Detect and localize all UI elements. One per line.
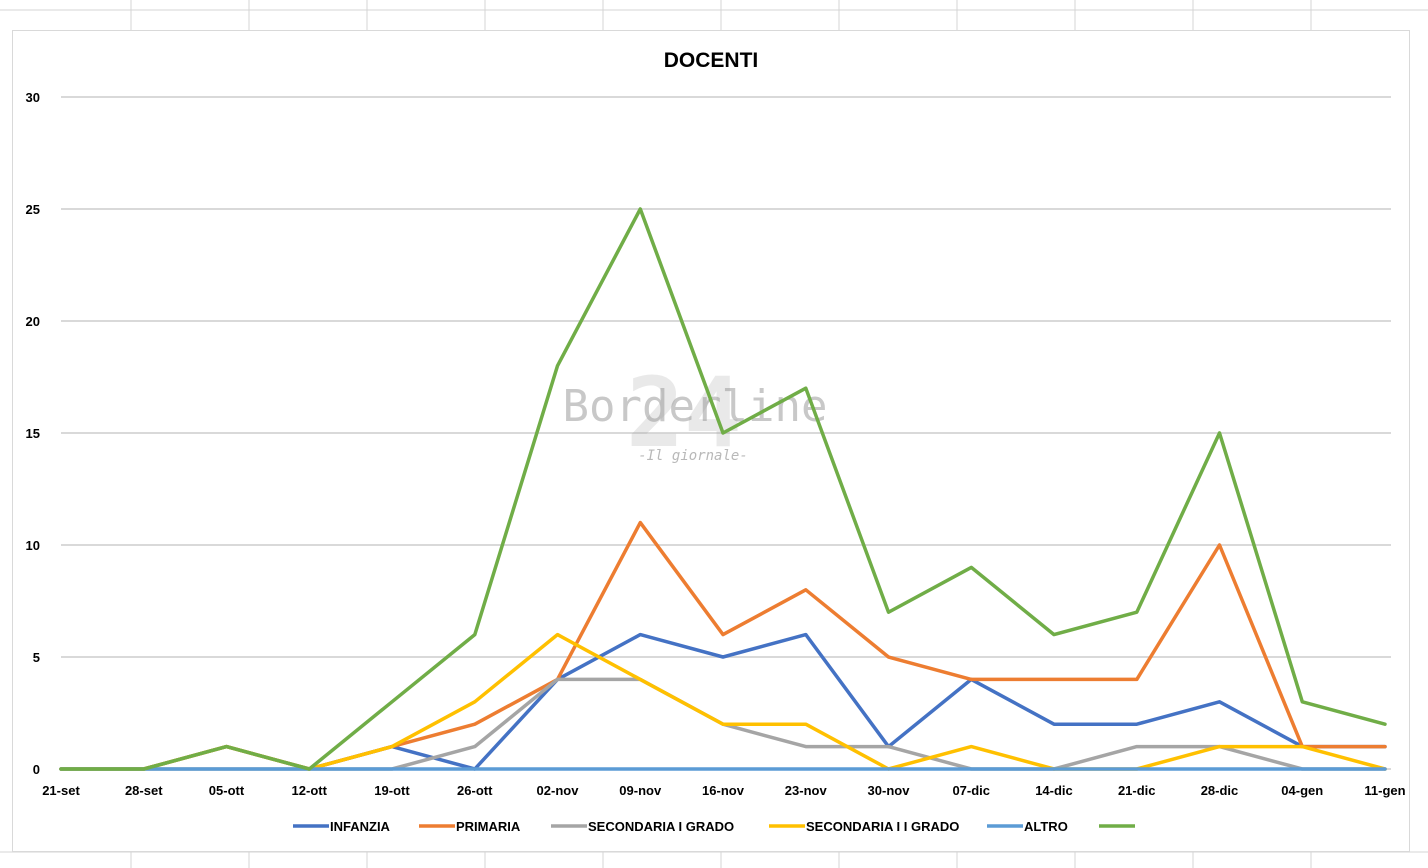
x-tick-label: 19-ott <box>374 783 410 798</box>
x-tick-label: 28-set <box>125 783 163 798</box>
series-line-secondaria-i-i-grado <box>59 632 1387 771</box>
series-line-primaria <box>59 520 1387 771</box>
chart-title: DOCENTI <box>664 49 759 72</box>
x-tick-label: 16-nov <box>702 783 745 798</box>
legend-label: ALTRO <box>1024 819 1068 834</box>
line-chart: DOCENTI 0 5 10 15 20 25 30 21-set 28-set 05-ott 1… <box>26 49 1406 834</box>
y-tick-label: 10 <box>26 538 40 553</box>
y-tick-label: 30 <box>26 90 40 105</box>
watermark-logo: 24 Borderline -Il giornale- <box>563 357 828 469</box>
x-tick-label: 11-gen <box>1364 783 1405 798</box>
legend-label: PRIMARIA <box>456 819 521 834</box>
series-lines <box>59 207 1387 771</box>
watermark-name: Borderline <box>563 381 828 432</box>
watermark-number: 24 <box>626 357 742 469</box>
x-tick-label: 02-nov <box>537 783 580 798</box>
x-tick-label: 07-dic <box>952 783 990 798</box>
legend-label: SECONDARIA I GRADO <box>588 819 734 834</box>
x-tick-label: 26-ott <box>457 783 493 798</box>
x-axis-ticks: 21-set 28-set 05-ott 12-ott 19-ott 26-ott 02-n… <box>42 783 1405 798</box>
x-tick-label: 21-set <box>42 783 80 798</box>
y-tick-label: 0 <box>33 762 40 777</box>
series-line-unlabeled <box>59 207 1387 771</box>
legend: INFANZIA PRIMARIA SECONDARIA I GRADO SECOND… <box>293 819 1135 834</box>
x-tick-label: 09-nov <box>619 783 662 798</box>
y-axis-ticks: 0 5 10 15 20 25 30 <box>26 90 40 777</box>
x-tick-label: 14-dic <box>1035 783 1073 798</box>
x-tick-label: 05-ott <box>209 783 245 798</box>
watermark-tagline: -Il giornale- <box>638 448 748 464</box>
chart-area[interactable]: DOCENTI 0 5 10 15 20 25 30 21-set 28-set 05-ott 1… <box>12 30 1410 852</box>
x-tick-label: 30-nov <box>868 783 911 798</box>
legend-label: SECONDARIA I I GRADO <box>806 819 959 834</box>
x-tick-label: 21-dic <box>1118 783 1156 798</box>
legend-label: INFANZIA <box>330 819 391 834</box>
y-tick-label: 25 <box>26 202 40 217</box>
y-tick-label: 15 <box>26 426 40 441</box>
y-tick-label: 20 <box>26 314 40 329</box>
x-tick-label: 28-dic <box>1201 783 1239 798</box>
x-tick-label: 12-ott <box>292 783 328 798</box>
y-tick-label: 5 <box>33 650 40 665</box>
series-line-infanzia <box>59 632 1387 771</box>
x-tick-label: 23-nov <box>785 783 828 798</box>
x-tick-label: 04-gen <box>1281 783 1323 798</box>
